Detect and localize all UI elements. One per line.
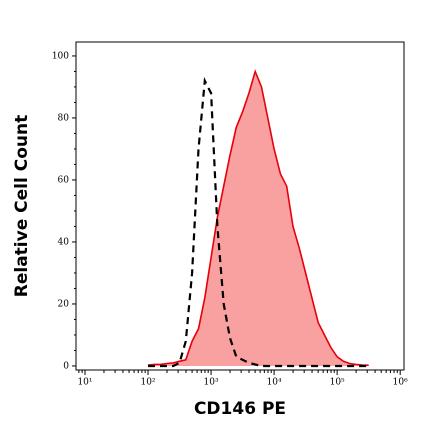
x-tick-label: 10⁵	[330, 378, 345, 388]
y-tick-label: 80	[58, 113, 70, 123]
y-tick-label: 60	[58, 175, 70, 185]
plot-frame	[75, 41, 405, 371]
x-tick-label: 10¹	[77, 378, 92, 388]
x-tick-label: 10⁶	[393, 378, 408, 388]
x-tick-label: 10⁴	[267, 378, 282, 388]
line	[148, 76, 369, 368]
line	[147, 69, 369, 367]
y-tick-label: 0	[63, 361, 69, 371]
x-tick-label: 10³	[204, 378, 219, 388]
area	[148, 71, 369, 366]
x-tick-label: 10²	[140, 378, 155, 388]
y-tick-label: 20	[58, 299, 70, 309]
y-axis-label: Relative Cell Count	[12, 115, 32, 297]
y-tick-label: 100	[52, 51, 69, 61]
x-axis-label: CD146 PE	[194, 399, 286, 419]
y-tick-label: 40	[58, 237, 70, 247]
